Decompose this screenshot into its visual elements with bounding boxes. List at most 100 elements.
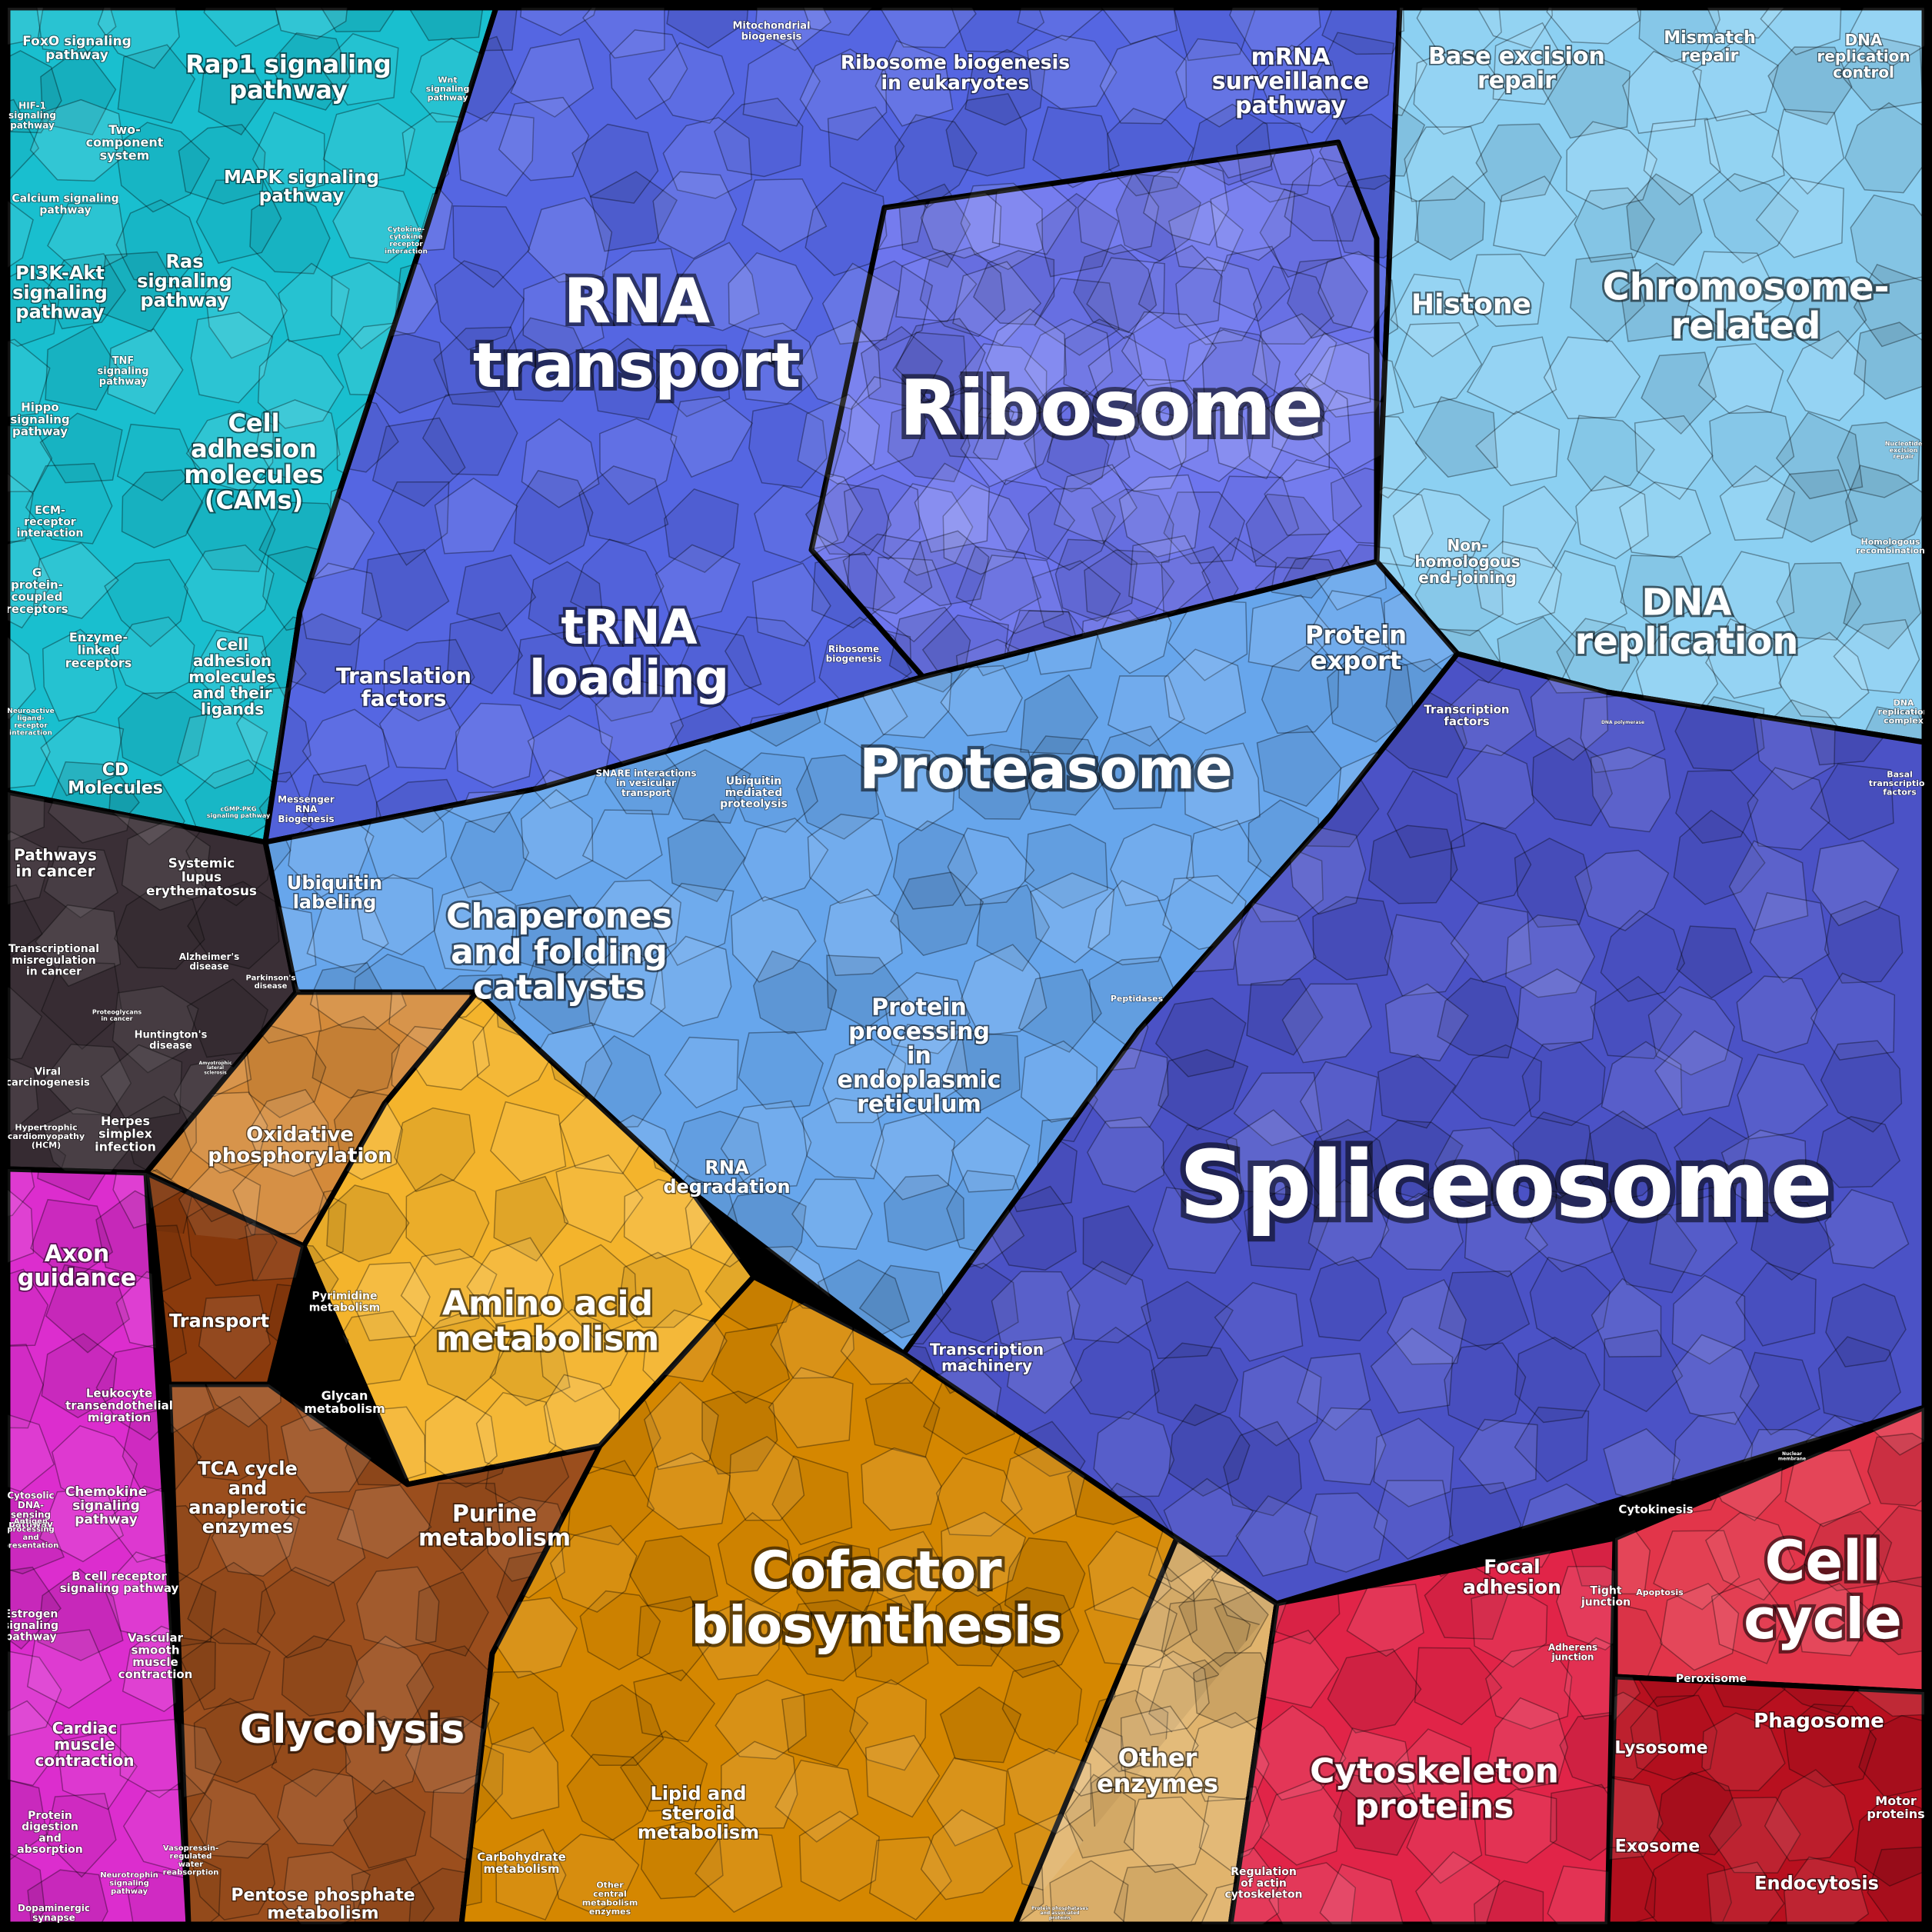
cell xyxy=(945,93,1028,177)
cell xyxy=(1247,595,1336,672)
label-line: Alzheimer's xyxy=(179,951,240,962)
cell xyxy=(990,1587,1080,1678)
cell xyxy=(1231,1847,1280,1924)
label-line: sclerosis xyxy=(204,1070,227,1075)
cell xyxy=(205,266,288,359)
cell xyxy=(1546,8,1641,45)
label-line: contraction xyxy=(118,1667,193,1681)
cell xyxy=(1143,158,1230,246)
label-line: Other xyxy=(596,1880,624,1890)
label-line: DNA- xyxy=(18,1500,44,1511)
label-line: Dopaminergic xyxy=(18,1903,90,1914)
cell xyxy=(1175,38,1258,128)
cell xyxy=(1475,411,1561,487)
label-line: biogenesis xyxy=(741,31,802,42)
label-chemokine: Chemokine signaling pathway xyxy=(65,1484,147,1527)
cell xyxy=(1404,126,1488,202)
cell xyxy=(1069,1326,1160,1421)
cell xyxy=(146,1168,193,1246)
label-line: misregulation xyxy=(12,954,95,967)
cell xyxy=(991,1271,1081,1356)
cell xyxy=(8,425,53,493)
cell xyxy=(1006,1336,1083,1414)
label-line: molecules xyxy=(184,460,323,489)
label-neurotrophin: Neurotrophin signaling pathway xyxy=(100,1871,158,1896)
cell xyxy=(651,882,734,966)
label-lysosome: Lysosome xyxy=(1614,1739,1707,1758)
cell xyxy=(1643,118,1721,206)
label-line: Basal xyxy=(1887,769,1913,779)
cell xyxy=(1175,256,1262,345)
label-line: Cell xyxy=(228,408,279,438)
label-viral: Viral carcinogenesis xyxy=(5,1067,90,1089)
cell xyxy=(265,771,312,842)
cell xyxy=(310,8,405,32)
label-line: Base excision xyxy=(1428,43,1605,70)
cell xyxy=(1559,1711,1615,1790)
cell xyxy=(1493,175,1577,257)
label-line: junction xyxy=(1551,1652,1594,1663)
cell xyxy=(45,325,119,411)
cell xyxy=(495,1828,567,1921)
label-ber: Base excision repair xyxy=(1428,43,1605,95)
cell xyxy=(798,1810,880,1902)
cell xyxy=(1244,1185,1331,1271)
label-line: contraction xyxy=(35,1751,134,1770)
label-line: replication xyxy=(1878,707,1930,717)
cell xyxy=(670,395,754,478)
cell xyxy=(1411,1538,1492,1577)
cell xyxy=(190,1840,276,1920)
cell xyxy=(521,788,594,880)
cell xyxy=(1302,1118,1391,1203)
cell xyxy=(843,474,921,561)
label-line: receptors xyxy=(5,602,68,616)
cell xyxy=(1119,378,1211,471)
cell xyxy=(1077,173,1160,255)
cell xyxy=(1657,1771,1742,1856)
cell xyxy=(25,463,113,545)
cell xyxy=(1708,1797,1801,1874)
cell xyxy=(1248,391,1331,483)
cell xyxy=(271,1720,351,1797)
cell xyxy=(847,376,928,471)
label-line: digestion xyxy=(22,1821,78,1834)
cell xyxy=(969,555,1064,635)
cell xyxy=(322,102,416,185)
cell xyxy=(447,611,524,695)
label-tight: Tight junction xyxy=(1581,1585,1631,1609)
label-oxphos: Oxidative phosphorylation xyxy=(208,1123,391,1167)
label-line: Apoptosis xyxy=(1636,1587,1684,1597)
cell xyxy=(1654,1030,1744,1116)
cell xyxy=(1816,1116,1901,1188)
cell xyxy=(42,1044,132,1115)
cell xyxy=(378,691,461,770)
cell xyxy=(112,616,195,700)
cell xyxy=(1110,823,1194,907)
cell xyxy=(1760,8,1843,55)
cell xyxy=(1450,821,1532,904)
cell xyxy=(821,262,900,345)
cell xyxy=(753,950,838,1034)
cell xyxy=(1264,459,1363,536)
label-line: in cancer xyxy=(101,1015,132,1022)
cell xyxy=(1864,1407,1924,1456)
cell xyxy=(644,1381,719,1471)
cell xyxy=(727,752,818,833)
cell xyxy=(1084,1690,1169,1773)
label-line: cycle xyxy=(1744,1587,1902,1651)
cell xyxy=(741,178,828,252)
cell xyxy=(939,1686,1022,1764)
cell xyxy=(8,1566,62,1650)
cell xyxy=(1858,1714,1924,1798)
label-line: Protein xyxy=(1305,620,1407,649)
cell xyxy=(1311,389,1390,476)
cell xyxy=(1024,318,1114,403)
label-cofactor: Cofactor biosynthesis xyxy=(691,1541,1062,1656)
cell xyxy=(484,1671,565,1754)
cell xyxy=(8,1776,48,1860)
cell xyxy=(1007,1747,1092,1835)
cell xyxy=(1424,1559,1511,1640)
cell xyxy=(824,888,903,976)
cell xyxy=(1524,1189,1613,1273)
